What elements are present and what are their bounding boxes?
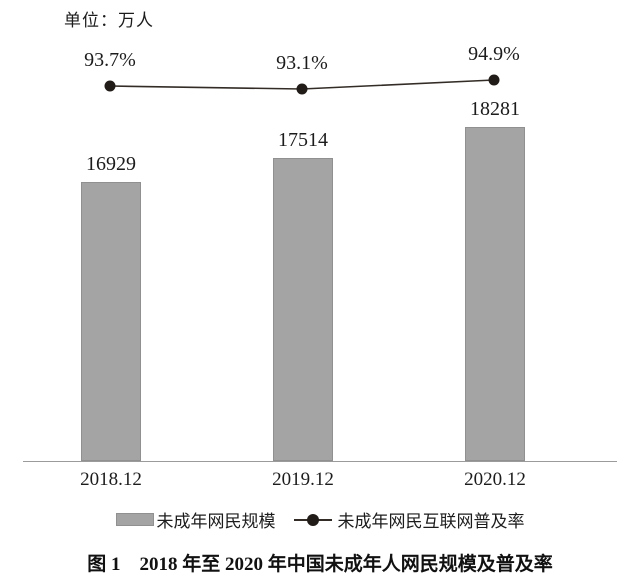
percent-label: 94.9% (468, 43, 520, 65)
bar-value-label: 18281 (470, 98, 520, 120)
unit-label: 单位：万人 (64, 11, 154, 30)
percent-label: 93.7% (84, 49, 136, 71)
bar-2020.12 (465, 127, 525, 461)
bar-value-label: 17514 (278, 129, 328, 151)
figure-caption: 图 1 2018 年至 2020 年中国未成年人网民规模及普及率 (87, 554, 553, 575)
bar-2018.12 (81, 182, 141, 461)
x-axis-line (23, 461, 617, 462)
x-axis-label: 2020.12 (464, 469, 526, 490)
bar-2019.12 (273, 158, 333, 461)
legend-line-marker-icon (293, 513, 332, 527)
x-axis-label: 2018.12 (80, 469, 142, 490)
penetration-line (109, 79, 495, 90)
line-point (296, 83, 308, 95)
legend-bar-swatch (115, 513, 154, 526)
line-point (104, 80, 116, 92)
bar-value-label: 16929 (86, 153, 136, 175)
percent-label: 93.1% (276, 52, 328, 74)
legend-line-label: 未成年网民互联网普及率 (337, 512, 525, 531)
line-point (488, 74, 500, 86)
x-axis-label: 2019.12 (272, 469, 334, 490)
legend-bar-label: 未成年网民规模 (156, 512, 276, 531)
legend: 未成年网民规模 未成年网民互联网普及率 (0, 507, 640, 532)
